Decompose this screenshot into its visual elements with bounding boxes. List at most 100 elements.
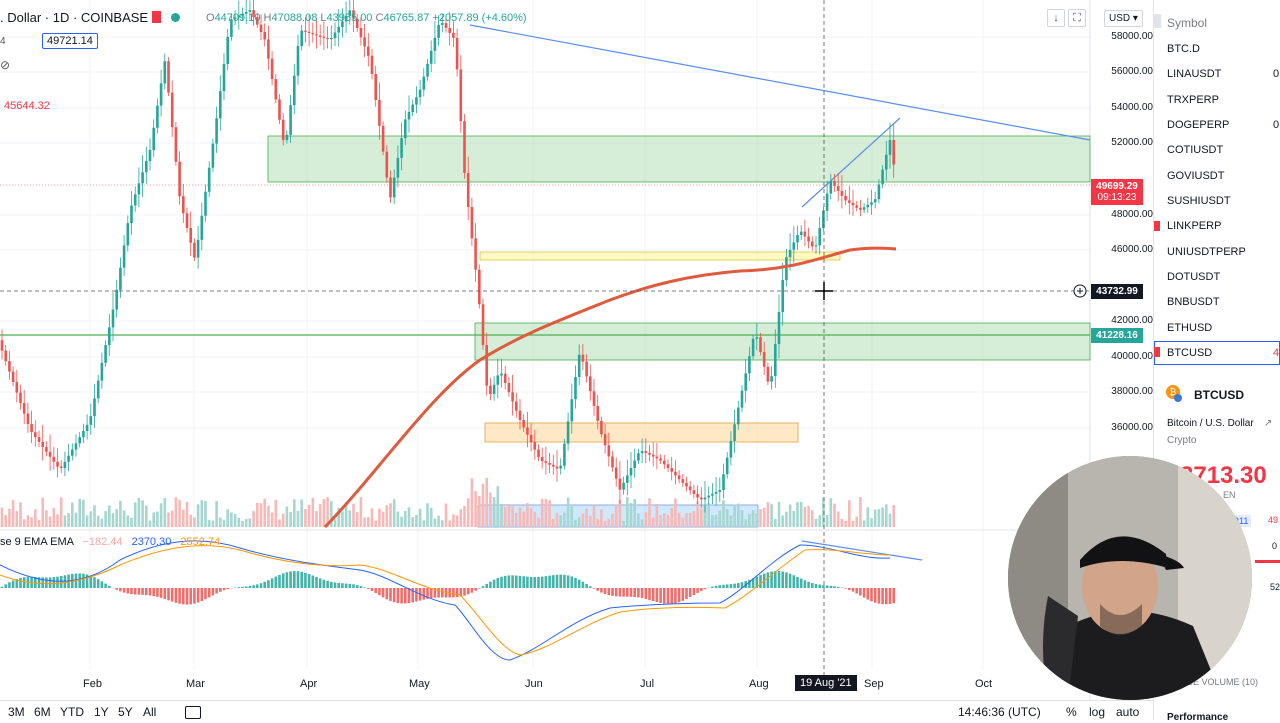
- watchlist-item[interactable]: TRXPERP: [1167, 94, 1219, 106]
- macd-histogram-bar: [641, 588, 644, 598]
- volume-bar: [833, 504, 836, 527]
- candle-body: [600, 421, 603, 434]
- macd-histogram-bar: [626, 588, 629, 597]
- candle-body: [337, 27, 340, 33]
- watchlist-item[interactable]: SUSHIUSDT: [1167, 195, 1231, 207]
- volume-bar: [756, 513, 759, 527]
- watchlist-item[interactable]: LINKPERP: [1167, 220, 1221, 232]
- macd-histogram-bar: [611, 588, 614, 596]
- watchlist-item[interactable]: DOTUSDT: [1167, 271, 1220, 283]
- eye-hidden-icon[interactable]: ⊘: [0, 58, 10, 72]
- watchlist-item-selected[interactable]: BTCUSD: [1167, 347, 1212, 359]
- volume-bar: [363, 517, 366, 527]
- candle-body: [112, 310, 115, 328]
- arrow-down-icon[interactable]: ↓: [1047, 9, 1065, 27]
- price-chart[interactable]: [0, 0, 1153, 700]
- candle-body: [12, 372, 15, 382]
- range-3m-button[interactable]: 3M: [8, 705, 25, 719]
- range-5y-button[interactable]: 5Y: [118, 705, 133, 719]
- auto-toggle[interactable]: auto: [1116, 705, 1139, 719]
- range-6m-button[interactable]: 6M: [34, 705, 51, 719]
- macd-histogram-bar: [596, 588, 599, 591]
- volume-bar: [485, 478, 488, 527]
- indicator-value: 45644.32: [4, 100, 50, 112]
- candle-body: [367, 47, 370, 56]
- volume-bar: [149, 520, 152, 527]
- range-all-button[interactable]: All: [143, 705, 156, 719]
- descending-trendline[interactable]: [470, 25, 1090, 140]
- volume-bar: [874, 510, 877, 527]
- candle-body: [278, 99, 281, 119]
- volume-bar: [245, 519, 248, 527]
- currency-select[interactable]: USD ▾: [1104, 10, 1143, 27]
- macd-histogram-bar: [730, 584, 733, 588]
- candle-body: [711, 494, 714, 496]
- candle-body: [522, 420, 525, 427]
- macd-histogram-bar: [833, 586, 836, 588]
- candle-body: [848, 200, 851, 202]
- range-1y-button[interactable]: 1Y: [94, 705, 109, 719]
- candle-body: [219, 91, 222, 118]
- symbol-title[interactable]: . Dollar · 1D · COINBASE: [0, 10, 180, 25]
- clock-time[interactable]: 14:46:36 (UTC): [958, 705, 1041, 719]
- detail-description[interactable]: Bitcoin / U.S. Dollar: [1167, 418, 1254, 429]
- macd-histogram-bar: [78, 573, 81, 588]
- macd-histogram-bar: [541, 577, 544, 588]
- candle-body: [659, 458, 662, 460]
- volume-bar: [64, 515, 67, 527]
- fullscreen-icon[interactable]: ⛶: [1068, 9, 1086, 27]
- watchlist-header[interactable]: Symbol: [1167, 16, 1207, 30]
- volume-bar: [611, 514, 614, 527]
- side-value-2: 52: [1270, 582, 1280, 592]
- log-toggle[interactable]: log: [1089, 705, 1105, 719]
- candle-body: [282, 120, 285, 140]
- watchlist-item[interactable]: GOVIUSDT: [1167, 170, 1224, 182]
- watchlist-item[interactable]: DOGEPERP: [1167, 119, 1229, 131]
- macd-histogram-bar: [141, 588, 144, 595]
- macd-histogram-bar: [60, 576, 63, 588]
- volume-bar: [626, 497, 629, 527]
- percent-toggle[interactable]: %: [1066, 705, 1077, 719]
- candle-body: [90, 416, 93, 425]
- macd-legend[interactable]: se 9 EMA EMA −182.44 2370.30 2552.74: [0, 536, 220, 548]
- candle-body: [626, 475, 629, 482]
- supply-zone-top[interactable]: [268, 136, 1090, 182]
- volume-bar: [559, 515, 562, 527]
- macd-histogram-bar: [437, 588, 440, 597]
- volume-bar: [201, 500, 204, 527]
- detail-symbol[interactable]: BTCUSD: [1194, 388, 1244, 402]
- watchlist-item[interactable]: UNIUSDTPERP: [1167, 246, 1246, 258]
- side-value-1: 0: [1272, 541, 1277, 551]
- price-tick: 56000.00: [1093, 66, 1153, 77]
- watchlist-item[interactable]: COTIUSDT: [1167, 144, 1223, 156]
- volume-bar: [41, 498, 44, 527]
- volume-bar: [471, 478, 474, 527]
- candle-body: [386, 152, 389, 178]
- macd-histogram-bar: [855, 588, 858, 594]
- range-ytd-button[interactable]: YTD: [60, 705, 84, 719]
- watchlist-item[interactable]: BNBUSDT: [1167, 296, 1220, 308]
- macd-trendline[interactable]: [802, 541, 922, 560]
- candle-body: [504, 374, 507, 383]
- flag-icon[interactable]: [1154, 347, 1160, 357]
- candle-body: [86, 425, 89, 431]
- watchlist-item[interactable]: ETHUSD: [1167, 322, 1212, 334]
- macd-histogram-bar: [430, 588, 433, 598]
- flag-icon[interactable]: [1154, 221, 1160, 231]
- external-link-icon[interactable]: ↗: [1264, 418, 1272, 429]
- demand-zone-mid[interactable]: [475, 323, 1090, 360]
- x-axis-label: Sep: [864, 678, 884, 690]
- moving-average-line[interactable]: [325, 248, 896, 527]
- calendar-range-icon[interactable]: [185, 706, 201, 719]
- watchlist-item[interactable]: BTC.D: [1167, 43, 1200, 55]
- flag-icon[interactable]: [152, 11, 161, 23]
- candle-body: [759, 337, 762, 352]
- indicator-price-box[interactable]: 49721.14: [42, 33, 98, 49]
- watchlist-item[interactable]: LINAUSDT: [1167, 68, 1221, 80]
- volume-bar: [656, 504, 659, 527]
- volume-bar: [689, 513, 692, 527]
- volume-bar: [164, 498, 167, 527]
- volume-bar: [312, 498, 315, 527]
- volume-bar: [393, 499, 396, 527]
- plus-circle-icon[interactable]: [1074, 285, 1086, 297]
